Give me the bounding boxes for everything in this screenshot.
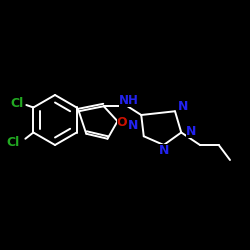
Text: N: N: [178, 100, 188, 113]
Text: N: N: [128, 119, 139, 132]
Text: Cl: Cl: [10, 97, 23, 110]
Text: Cl: Cl: [6, 136, 20, 149]
Text: NH: NH: [119, 94, 139, 106]
Text: N: N: [186, 125, 196, 138]
Text: N: N: [158, 144, 169, 157]
Text: O: O: [117, 116, 127, 129]
